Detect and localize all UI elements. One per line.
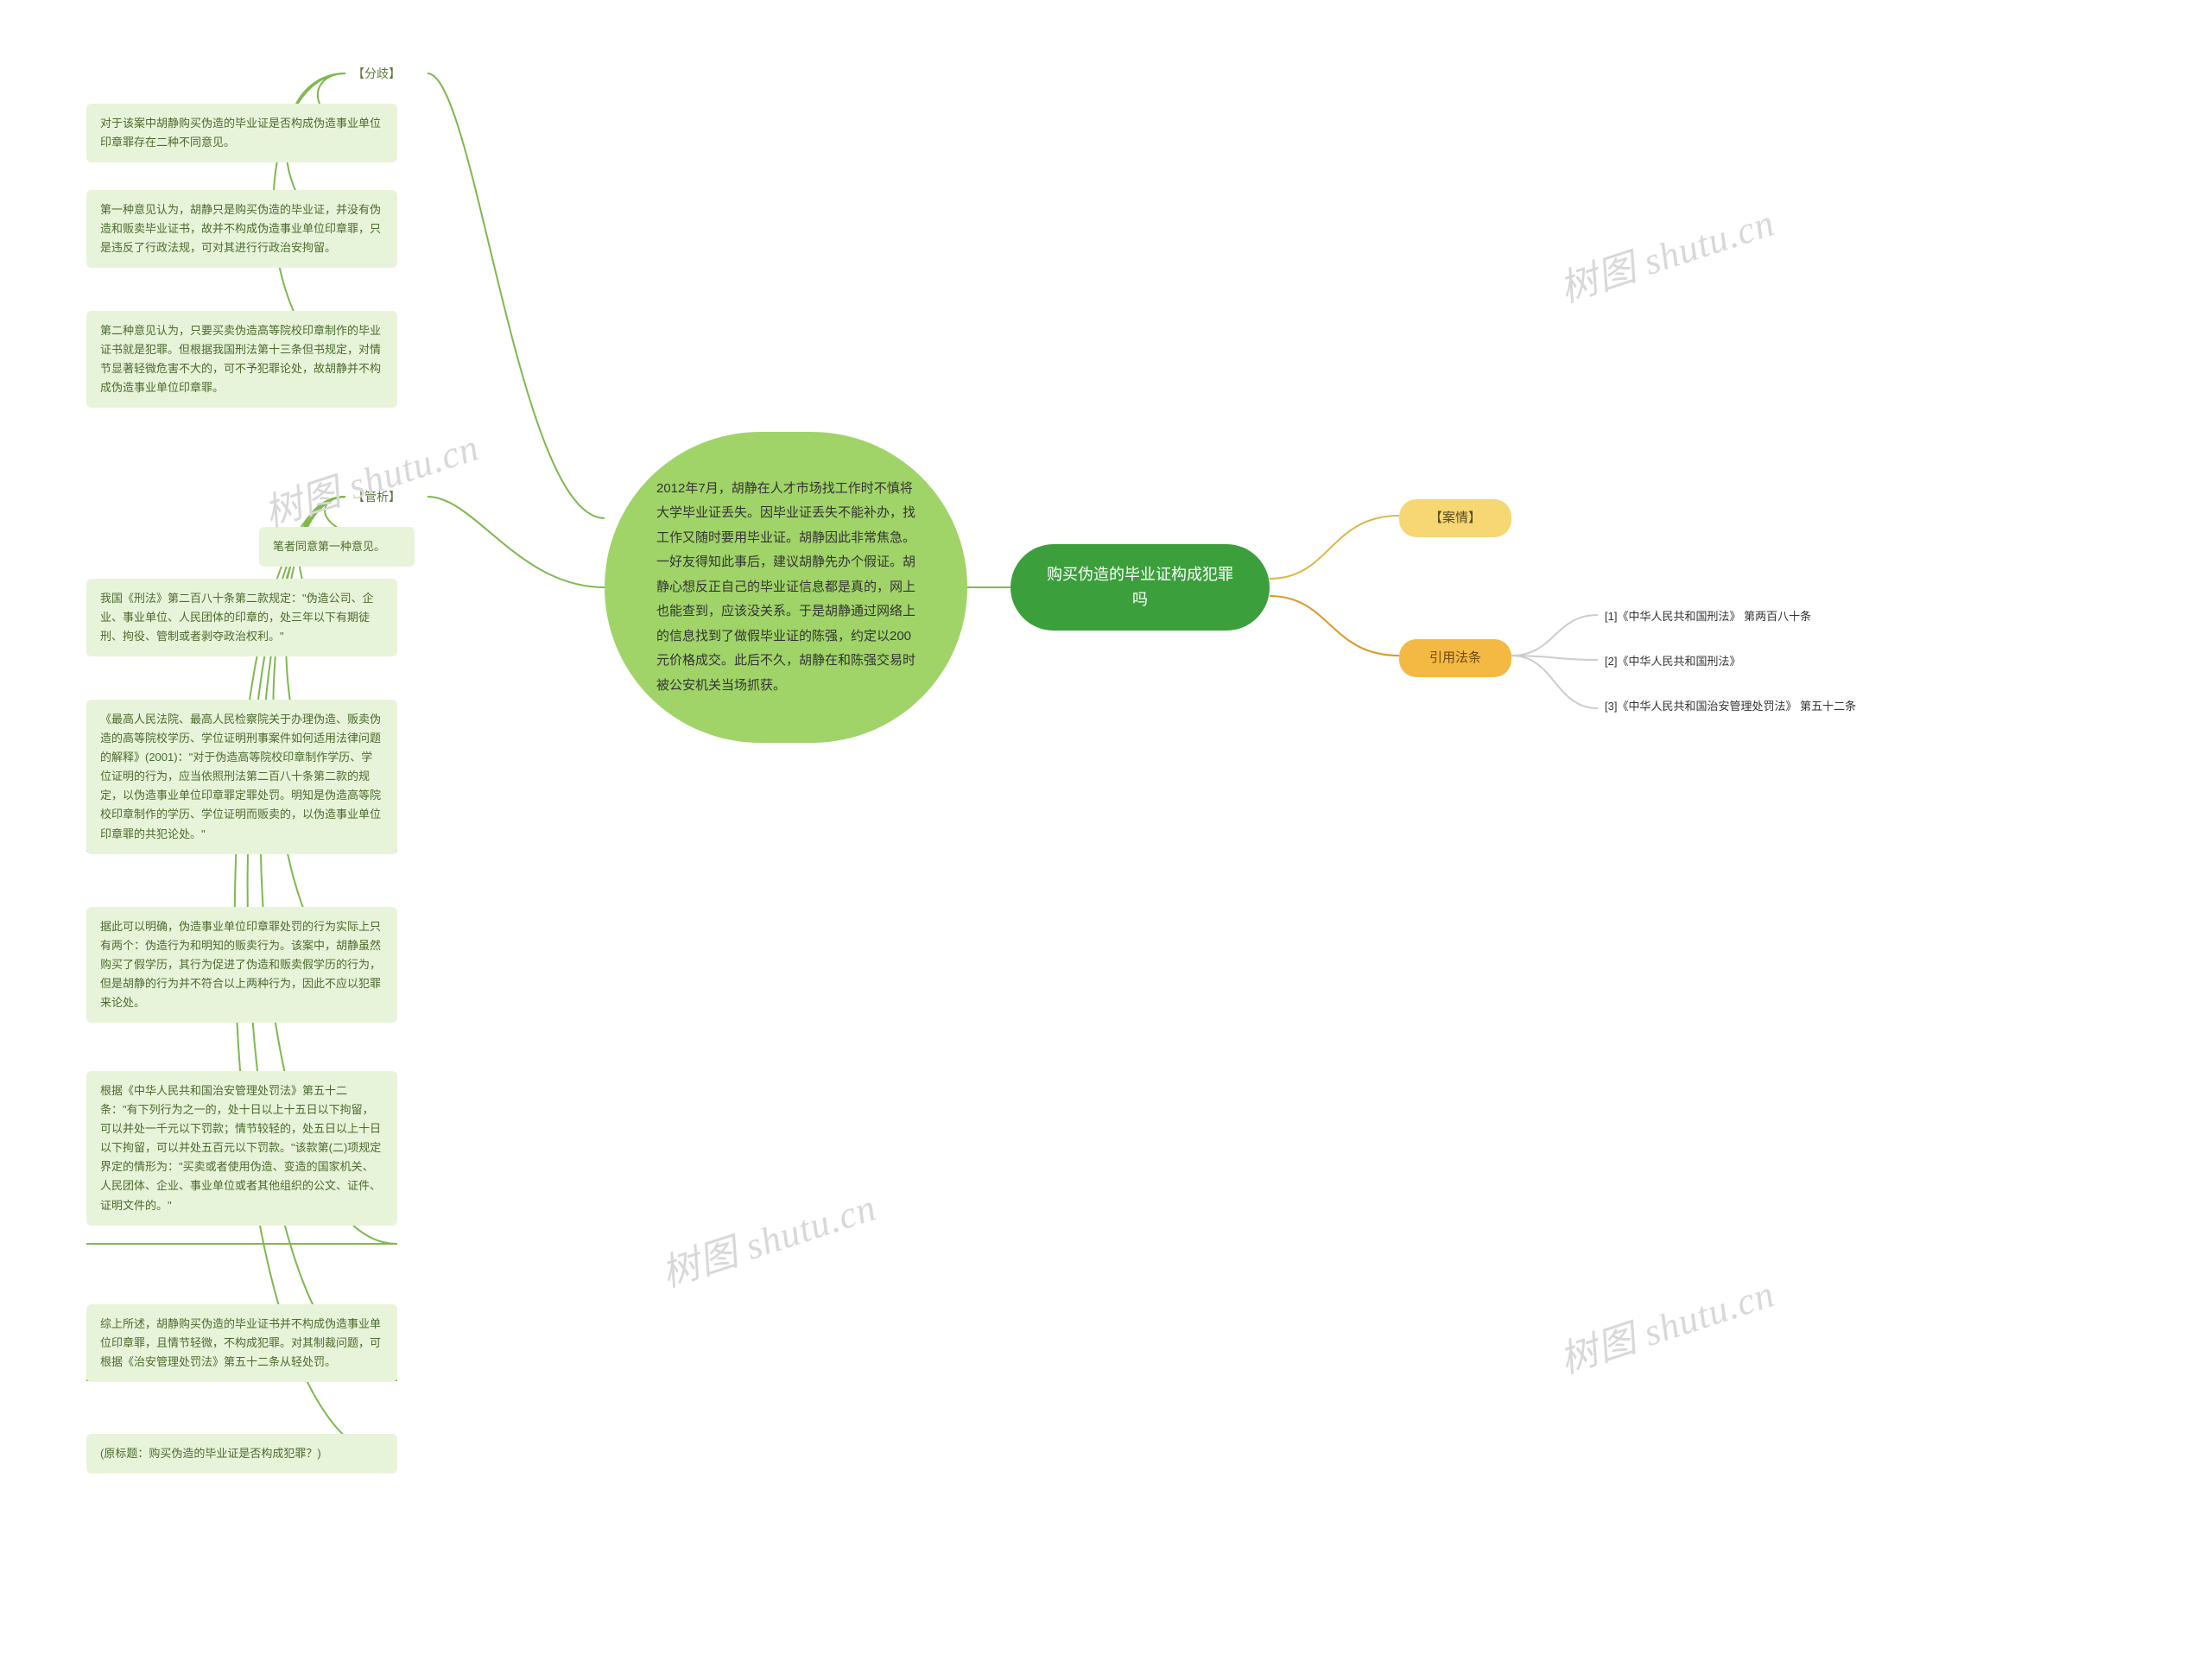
connector xyxy=(428,497,605,587)
watermark: 树图 shutu.cn xyxy=(1551,1263,1780,1385)
branch-label: 引用法条 xyxy=(1429,650,1481,665)
section-divergence[interactable]: 【分歧】 xyxy=(345,60,408,86)
left-leaf-7[interactable]: 据此可以明确，伪造事业单位印章罪处罚的行为实际上只有两个：伪造行为和明知的贩卖行… xyxy=(86,907,397,1023)
cite-leaf-2[interactable]: [2]《中华人民共和国刑法》 xyxy=(1598,650,1891,675)
left-leaf-1[interactable]: 对于该案中胡静购买伪造的毕业证是否构成伪造事业单位印章罪存在二种不同意见。 xyxy=(86,104,397,162)
watermark: 树图 shutu.cn xyxy=(653,1176,882,1298)
left-leaf-10[interactable]: (原标题：购买伪造的毕业证是否构成犯罪？) xyxy=(86,1434,397,1474)
branch-case[interactable]: 【案情】 xyxy=(1399,499,1511,537)
intro-text: 2012年7月，胡静在人才市场找工作时不慎将大学毕业证丢失。因毕业证丢失不能补办… xyxy=(656,477,915,699)
section-analysis[interactable]: 【管析】 xyxy=(345,484,408,510)
left-leaf-6[interactable]: 《最高人民法院、最高人民检察院关于办理伪造、贩卖伪造的高等院校学历、学位证明刑事… xyxy=(86,700,397,854)
left-leaf-4[interactable]: 笔者同意第一种意见。 xyxy=(259,527,415,567)
connector xyxy=(1511,656,1598,708)
connector xyxy=(1270,516,1399,579)
branch-label: 【案情】 xyxy=(1429,510,1481,525)
intro-node[interactable]: 2012年7月，胡静在人才市场找工作时不慎将大学毕业证丢失。因毕业证丢失不能补办… xyxy=(605,432,967,743)
connector xyxy=(1511,656,1598,660)
watermark: 树图 shutu.cn xyxy=(256,416,485,538)
branch-cite[interactable]: 引用法条 xyxy=(1399,639,1511,677)
left-leaf-8[interactable]: 根据《中华人民共和国治安管理处罚法》第五十二条："有下列行为之一的，处十日以上十… xyxy=(86,1071,397,1226)
connector xyxy=(428,73,605,518)
left-leaf-2[interactable]: 第一种意见认为，胡静只是购买伪造的毕业证，并没有伪造和贩卖毕业证书，故并不构成伪… xyxy=(86,190,397,268)
root-node[interactable]: 购买伪造的毕业证构成犯罪吗 xyxy=(1010,544,1270,631)
watermark: 树图 shutu.cn xyxy=(1551,192,1780,314)
left-leaf-5[interactable]: 我国《刑法》第二百八十条第二款规定："伪造公司、企业、事业单位、人民团体的印章的… xyxy=(86,579,397,656)
root-label: 购买伪造的毕业证构成犯罪吗 xyxy=(1045,562,1235,612)
connector xyxy=(1270,596,1399,656)
cite-leaf-3[interactable]: [3]《中华人民共和国治安管理处罚法》 第五十二条 xyxy=(1598,694,1909,720)
left-leaf-9[interactable]: 综上所述，胡静购买伪造的毕业证书并不构成伪造事业单位印章罪，且情节轻微，不构成犯… xyxy=(86,1304,397,1382)
cite-leaf-1[interactable]: [1]《中华人民共和国刑法》 第两百八十条 xyxy=(1598,605,1891,630)
connector xyxy=(1511,615,1598,656)
left-leaf-3[interactable]: 第二种意见认为，只要买卖伪造高等院校印章制作的毕业证书就是犯罪。但根据我国刑法第… xyxy=(86,311,397,408)
